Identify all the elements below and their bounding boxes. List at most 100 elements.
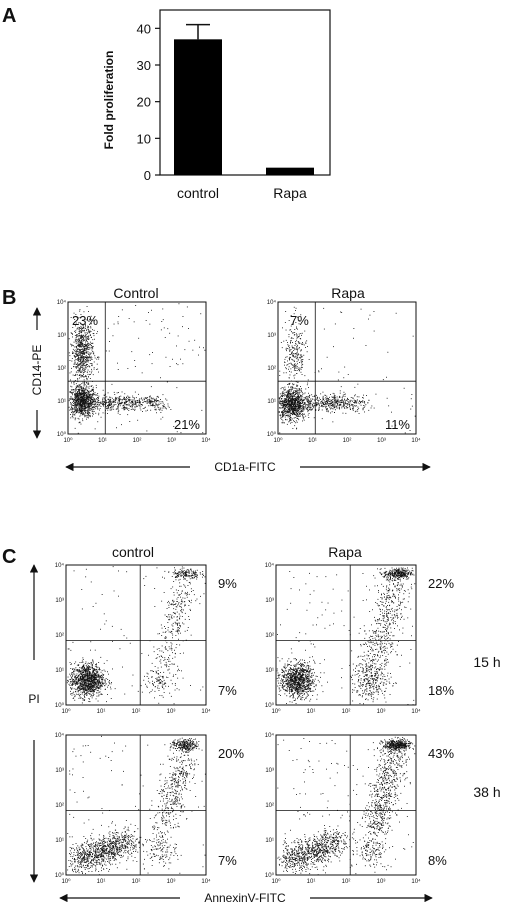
panel-b: B Control Rapa CD14-PE CD1a-FITC 10⁰10⁰1… — [2, 285, 431, 474]
c-rapa-38h-x-tick: 10³ — [377, 879, 386, 885]
b-rapa-y-tick: 10⁴ — [267, 299, 277, 306]
bar-y-tick-label: 20 — [137, 95, 151, 110]
b-control-y-tick: 10¹ — [57, 399, 66, 405]
bar-control — [174, 39, 222, 176]
c-rapa-15h-upper-right-pct: 22% — [428, 576, 454, 591]
c-control-38h-x-tick: 10² — [132, 879, 141, 885]
b-control-x-tick: 10³ — [167, 438, 176, 444]
b-title-control: Control — [113, 285, 158, 301]
b-rapa-y-tick: 10² — [267, 366, 276, 372]
b-control-y-tick: 10⁰ — [57, 431, 67, 438]
c-control-38h-x-tick: 10⁴ — [201, 878, 211, 885]
panel-b-letter: B — [2, 287, 16, 309]
c-rapa-38h-y-tick: 10⁰ — [265, 872, 275, 879]
c-y-axis-arrow: PI — [28, 564, 40, 883]
c-title-control: control — [112, 544, 154, 560]
b-control-y-tick: 10⁴ — [57, 299, 67, 306]
c-control-38h-y-tick: 10³ — [55, 768, 64, 774]
b-control-y-tick: 10² — [57, 366, 66, 372]
c-control-15h-y-tick: 10⁰ — [55, 702, 65, 709]
b-control-y-tick: 10³ — [57, 333, 66, 339]
c-rapa-15h-y-tick: 10⁴ — [265, 562, 275, 569]
c-control-38h-frame — [65, 734, 207, 876]
b-control-upper-left-pct: 23% — [72, 313, 98, 328]
c-control-38h-y-tick: 10⁰ — [55, 872, 65, 879]
b-rapa-events — [278, 306, 416, 434]
c-xlabel: AnnexinV-FITC — [204, 891, 286, 905]
bar-ylabel: Fold proliferation — [102, 51, 116, 150]
panel-a-letter: A — [2, 5, 16, 27]
bar-y-ticks: 0 10 20 30 40 — [137, 21, 160, 183]
c-control-38h-x-tick: 10³ — [167, 879, 176, 885]
c-rapa-38h-events — [277, 736, 416, 876]
b-rapa-upper-left-pct: 7% — [290, 313, 309, 328]
c-control-38h-events — [67, 735, 206, 876]
c-control-38h-y-tick: 10¹ — [55, 838, 64, 844]
b-rapa-y-tick: 10⁰ — [267, 431, 277, 438]
c-control-15h-x-tick: 10⁰ — [61, 708, 71, 715]
b-rapa-x-tick: 10¹ — [308, 438, 317, 444]
b-rapa-frame — [277, 301, 417, 435]
c-ylabel: PI — [28, 692, 39, 706]
c-control-15h-lower-right-pct: 7% — [218, 683, 237, 698]
b-x-axis-arrow: CD1a-FITC — [65, 460, 431, 474]
panel-c: C control Rapa 15 h 38 h PI AnnexinV-FIT… — [2, 544, 501, 905]
panel-c-letter: C — [2, 546, 16, 568]
b-control-x-tick: 10² — [133, 438, 142, 444]
b-y-axis-arrow: CD14-PE — [30, 307, 44, 439]
b-title-rapa: Rapa — [331, 285, 365, 301]
bar-category-label: Rapa — [273, 185, 307, 201]
c-control-15h-y-tick: 10¹ — [55, 668, 64, 674]
c-rapa-15h-x-tick: 10² — [342, 709, 351, 715]
b-rapa-lower-right-pct: 11% — [385, 417, 410, 432]
c-control-38h-x-tick: 10⁰ — [61, 878, 71, 885]
c-control-15h-upper-right-pct: 9% — [218, 576, 237, 591]
b-rapa-y-tick: 10³ — [267, 333, 276, 339]
c-control-38h-upper-right-pct: 20% — [218, 746, 244, 761]
c-control-38h-x-tick: 10¹ — [97, 879, 106, 885]
b-control-frame — [67, 301, 207, 435]
c-control-15h-y-tick: 10² — [55, 633, 64, 639]
c-rapa-38h-y-tick: 10² — [265, 803, 274, 809]
c-rapa-15h-y-tick: 10³ — [265, 598, 274, 604]
c-control-15h-frame — [65, 564, 207, 706]
b-control-events — [68, 303, 206, 434]
b-rapa-x-tick: 10² — [343, 438, 352, 444]
c-rapa-15h-y-tick: 10¹ — [265, 668, 274, 674]
c-control-38h-y-tick: 10⁴ — [55, 732, 65, 739]
c-rapa-38h-x-tick: 10¹ — [307, 879, 316, 885]
bar-y-tick-label: 0 — [144, 168, 151, 183]
bar-category-label: control — [177, 185, 219, 201]
c-rapa-15h-x-tick: 10⁰ — [271, 708, 281, 715]
b-ylabel: CD14-PE — [30, 345, 44, 396]
c-rapa-15h-lower-right-pct: 18% — [428, 683, 454, 698]
c-title-rapa: Rapa — [328, 544, 362, 560]
panel-a: A Fold proliferation 0 10 20 30 40 control Ra… — [2, 5, 331, 201]
bar-marks — [174, 23, 314, 176]
b-control-lower-right-pct: 21% — [174, 417, 200, 432]
c-rapa-15h-frame — [275, 564, 417, 706]
bar-y-tick-label: 10 — [137, 131, 151, 146]
bar-category-labels: control Rapa — [177, 185, 307, 201]
c-rapa-38h-lower-right-pct: 8% — [428, 853, 447, 868]
b-rapa-x-tick: 10⁴ — [411, 437, 421, 444]
c-x-axis-arrow: AnnexinV-FITC — [59, 891, 433, 905]
c-rapa-38h-y-tick: 10⁴ — [265, 732, 275, 739]
c-rapa-38h-frame — [275, 734, 417, 876]
c-rapa-15h-y-tick: 10² — [265, 633, 274, 639]
c-control-15h-x-tick: 10¹ — [97, 709, 106, 715]
c-row-15h: 15 h — [473, 654, 500, 670]
c-rapa-15h-x-tick: 10³ — [377, 709, 386, 715]
bar-rapa — [266, 167, 314, 175]
bar-plot-frame — [159, 9, 331, 176]
b-control-x-tick: 10⁰ — [63, 437, 73, 444]
c-control-15h-x-tick: 10⁴ — [201, 708, 211, 715]
b-rapa-x-tick: 10³ — [377, 438, 386, 444]
c-control-15h-events — [66, 566, 206, 705]
c-control-38h-lower-right-pct: 7% — [218, 853, 237, 868]
